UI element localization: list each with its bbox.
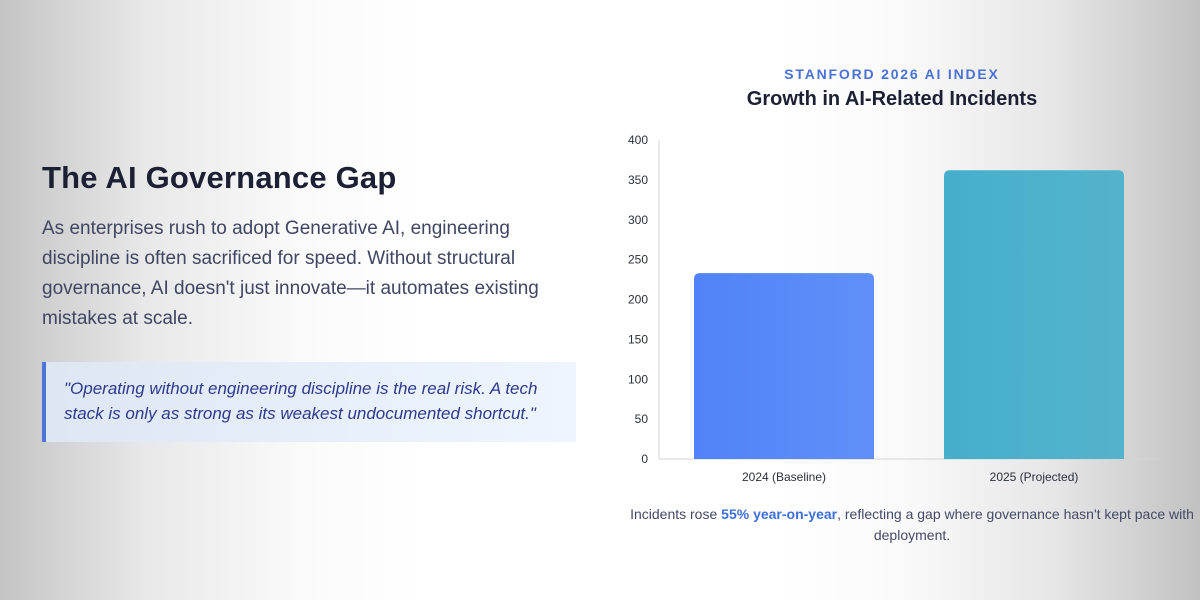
- y-tick-label: 300: [628, 213, 648, 227]
- caption-tail-text: , reflecting a gap where governance hasn…: [837, 506, 1194, 543]
- chart-supertitle: STANFORD 2026 AI INDEX: [784, 66, 1000, 82]
- y-tick-label: 400: [628, 133, 648, 147]
- y-tick-label: 200: [628, 293, 648, 307]
- section-heading: The AI Governance Gap: [42, 160, 397, 195]
- y-tick-label: 50: [635, 412, 649, 426]
- chart-caption: Incidents rose 55% year-on-year, reflect…: [620, 504, 1200, 546]
- chart-panel: STANFORD 2026 AI INDEX Growth in AI-Rela…: [600, 60, 1194, 560]
- section-body-text: As enterprises rush to adopt Generative …: [42, 218, 539, 329]
- x-tick-label: 2024 (Baseline): [742, 470, 826, 484]
- y-tick-label: 250: [628, 253, 648, 267]
- caption-lead-text: Incidents rose: [630, 506, 722, 522]
- bar-projected: [944, 170, 1124, 459]
- chart-title: Growth in AI-Related Incidents: [746, 88, 1038, 110]
- x-tick-label: 2025 (Projected): [990, 470, 1079, 484]
- y-tick-label: 150: [628, 332, 648, 346]
- y-tick-label: 0: [641, 452, 648, 466]
- bar-baseline: [694, 273, 874, 459]
- y-tick-label: 350: [628, 173, 648, 187]
- caption-highlight: 55% year-on-year: [721, 506, 838, 522]
- y-tick-label: 100: [628, 372, 648, 386]
- incidents-bar-chart: 0 50 100 150 200 250 300 350 400 2024 (Baseline) 2…: [628, 133, 1159, 484]
- pull-quote: "Operating without engineering disciplin…: [42, 362, 576, 442]
- governance-section: The AI Governance Gap As enterprises rus…: [42, 160, 576, 442]
